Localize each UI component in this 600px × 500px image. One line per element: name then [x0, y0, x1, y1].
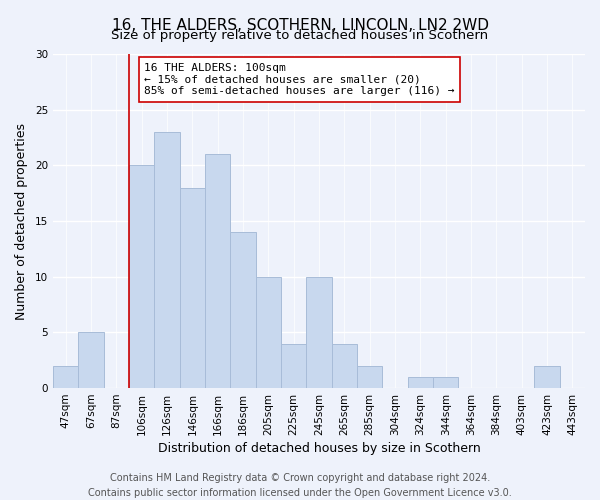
Bar [79, 332, 104, 388]
Bar [53, 366, 79, 388]
Bar [407, 377, 433, 388]
Text: Size of property relative to detached houses in Scothern: Size of property relative to detached ho… [112, 29, 488, 42]
Bar [230, 232, 256, 388]
Text: 16 THE ALDERS: 100sqm
← 15% of detached houses are smaller (20)
85% of semi-deta: 16 THE ALDERS: 100sqm ← 15% of detached … [144, 63, 455, 96]
Bar [256, 276, 281, 388]
Bar [281, 344, 307, 388]
Bar [205, 154, 230, 388]
Bar [433, 377, 458, 388]
Bar [154, 132, 180, 388]
Bar [535, 366, 560, 388]
Bar [180, 188, 205, 388]
Bar [307, 276, 332, 388]
X-axis label: Distribution of detached houses by size in Scothern: Distribution of detached houses by size … [158, 442, 481, 455]
Text: Contains HM Land Registry data © Crown copyright and database right 2024.
Contai: Contains HM Land Registry data © Crown c… [88, 472, 512, 498]
Y-axis label: Number of detached properties: Number of detached properties [15, 122, 28, 320]
Bar [332, 344, 357, 388]
Bar [357, 366, 382, 388]
Bar [129, 166, 154, 388]
Text: 16, THE ALDERS, SCOTHERN, LINCOLN, LN2 2WD: 16, THE ALDERS, SCOTHERN, LINCOLN, LN2 2… [112, 18, 488, 32]
